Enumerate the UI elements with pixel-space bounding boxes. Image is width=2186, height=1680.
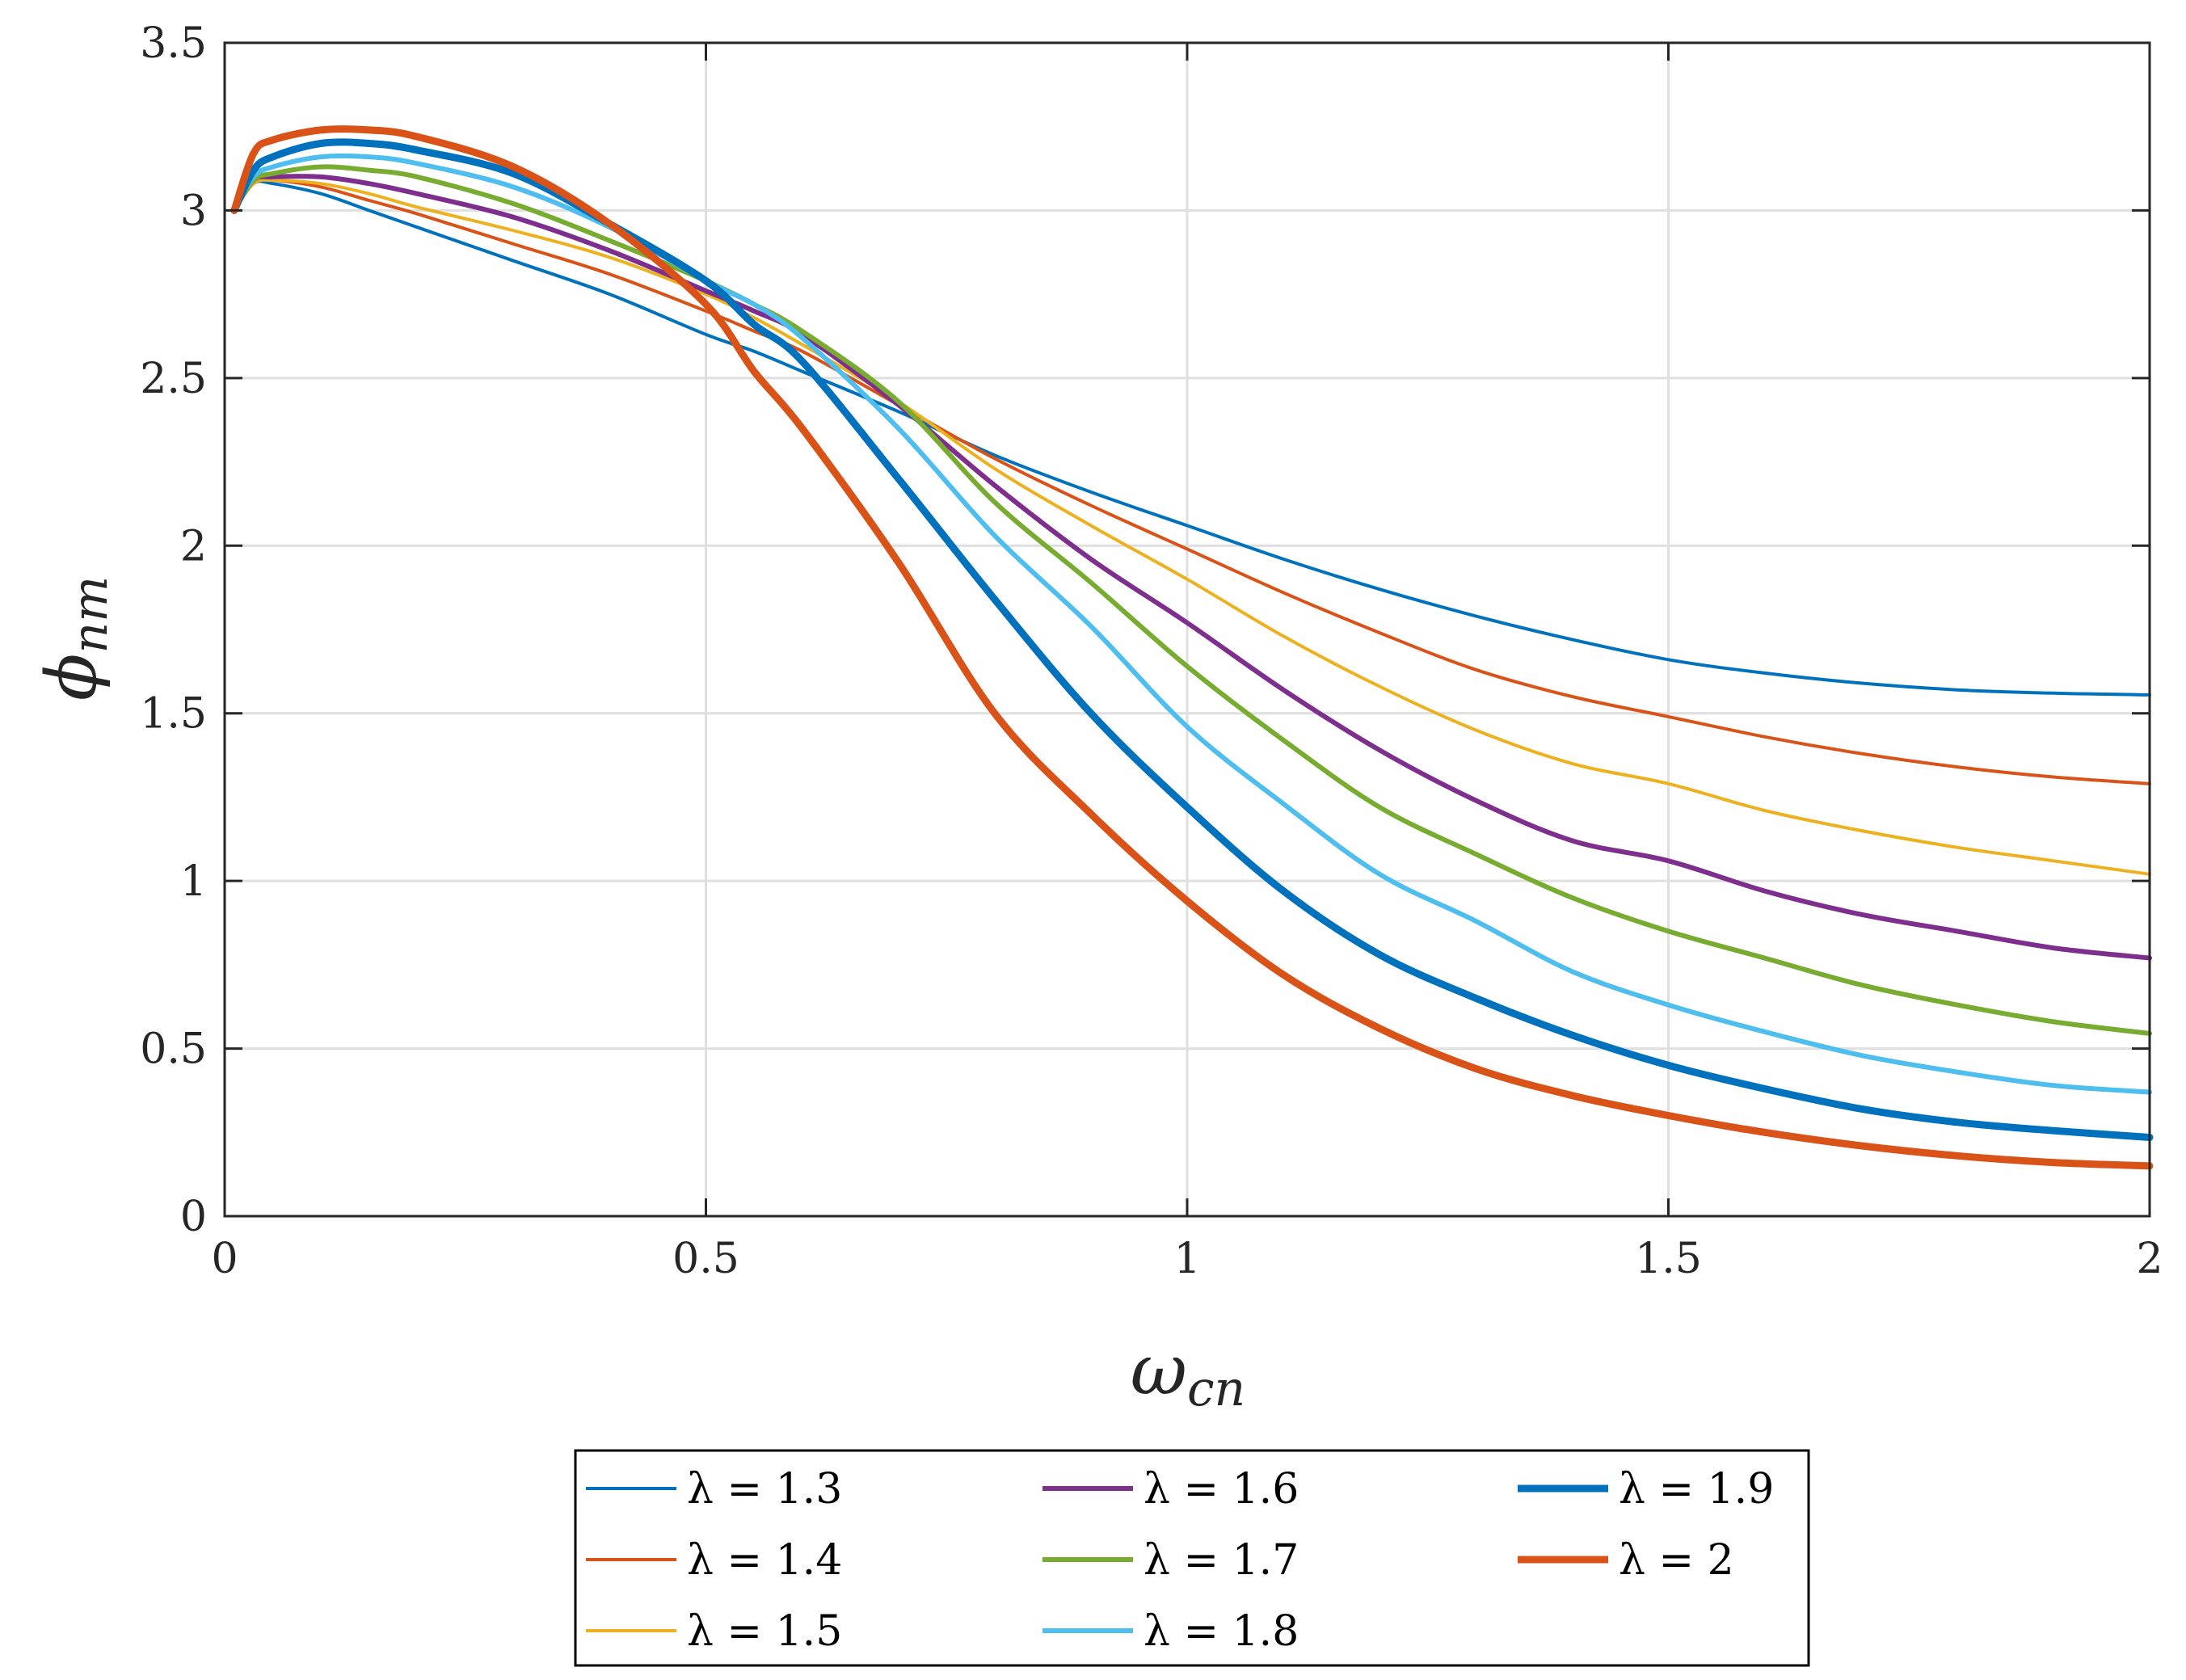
x-tick-label-1: 0.5 [672, 1235, 739, 1283]
x-tick-label-2: 1 [1173, 1235, 1200, 1283]
x-tick-label-4: 2 [2136, 1235, 2163, 1283]
y-tick-label-0: 0 [180, 1193, 207, 1241]
legend: λ = 1.3 λ = 1.4 λ = 1.5 λ = 1.6 λ = 1.7 λ = 1… [574, 1449, 1810, 1667]
legend-label-5: λ = 1.7 [1144, 1536, 1299, 1585]
legend-label-2: λ = 1.4 [687, 1536, 842, 1585]
series-line-3 [232, 178, 2151, 876]
axes-box [223, 41, 2151, 1218]
data-series [230, 125, 2154, 1170]
series-line-5 [231, 164, 2152, 1036]
legend-label-7: λ = 1.9 [1619, 1465, 1774, 1514]
series-line-8 [230, 125, 2154, 1170]
legend-label-3: λ = 1.5 [687, 1607, 842, 1656]
y-tick-label-5: 2.5 [140, 355, 207, 403]
legend-label-1: λ = 1.3 [687, 1465, 842, 1514]
series-line-6 [231, 153, 2152, 1095]
y-tick-label-3: 1.5 [140, 690, 207, 739]
tick-labels: 0 0.5 1 1.5 2 0 0.5 1 1.5 2 2.5 3 3.5 [140, 19, 2163, 1283]
y-tick-label-6: 3 [180, 187, 207, 235]
series-line-1 [232, 179, 2151, 697]
y-tick-label-7: 3.5 [140, 19, 207, 68]
series-line-4 [231, 174, 2152, 961]
series-line-2 [232, 178, 2151, 785]
x-axis-label: ωcn [1131, 1330, 1245, 1417]
y-tick-label-2: 1 [180, 857, 207, 906]
legend-label-6: λ = 1.8 [1144, 1607, 1299, 1656]
x-tick-label-3: 1.5 [1635, 1235, 1702, 1283]
x-tick-label-0: 0 [211, 1235, 238, 1283]
series-line-7 [230, 138, 2154, 1141]
y-tick-label-1: 0.5 [140, 1025, 207, 1074]
y-tick-label-4: 2 [180, 522, 207, 571]
legend-label-8: λ = 2 [1619, 1536, 1734, 1585]
y-axis-label: ϕnm [32, 576, 119, 701]
legend-label-4: λ = 1.6 [1144, 1465, 1299, 1514]
